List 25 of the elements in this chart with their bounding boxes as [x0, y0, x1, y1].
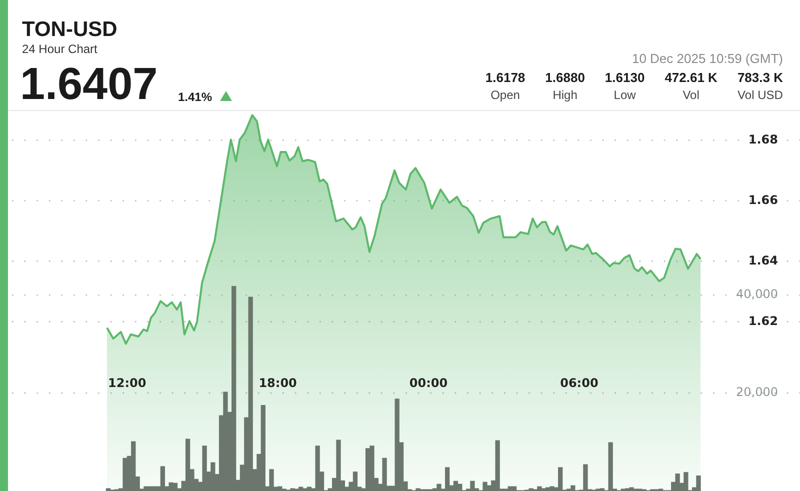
text: 1.6178 — [485, 70, 526, 85]
text: High — [552, 88, 578, 102]
x-tick-label: 06:00 — [560, 376, 598, 390]
y-tick-label: 1.62 — [748, 314, 778, 328]
text: Vol — [682, 88, 700, 102]
x-tick-label: 18:00 — [258, 376, 297, 390]
text: Vol USD — [737, 88, 783, 102]
text: 1.6880 — [545, 70, 585, 85]
chart-subtitle: 24 Hour Chart — [22, 42, 98, 56]
y2-tick-label: 20,000 — [736, 385, 778, 400]
text: Open — [490, 88, 521, 102]
x-tick-label: 00:00 — [409, 376, 448, 390]
y2-tick-label: 40,000 — [736, 287, 778, 302]
text: 1.6130 — [604, 70, 645, 85]
y-tick-label: 1.68 — [748, 132, 778, 146]
text: 10 Dec 2025 10:59 (GMT) — [632, 51, 783, 66]
text: 1.41% — [178, 90, 212, 104]
text: 1.6407 — [20, 58, 158, 110]
y-tick-label: 1.64 — [748, 253, 778, 268]
text: 783.3 K — [737, 70, 783, 85]
x-tick-label: 12:00 — [108, 376, 146, 390]
chart-title: TON-USD — [22, 18, 118, 42]
text: 472.61 K — [664, 70, 718, 85]
text: Low — [612, 88, 637, 102]
y-tick-label: 1.66 — [748, 192, 778, 207]
